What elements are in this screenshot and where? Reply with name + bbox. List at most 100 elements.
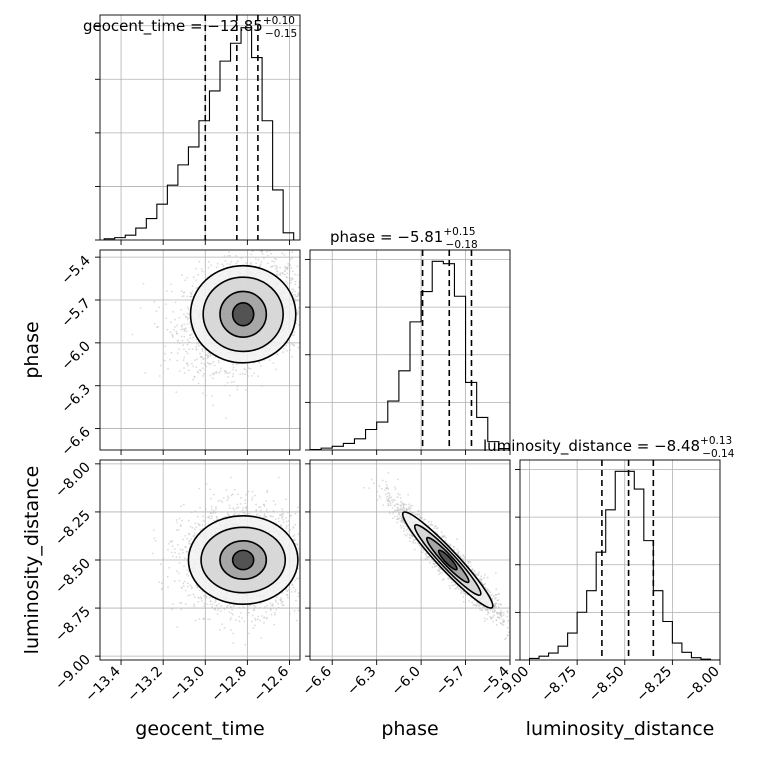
sample-point [314,328,316,330]
sample-point [313,296,315,298]
sample-point [185,315,187,318]
sample-point [223,255,226,257]
sample-point [305,315,307,317]
sample-point [279,600,282,602]
sample-point [274,264,276,267]
sample-point [273,611,276,614]
sample-point [260,260,263,263]
sample-point [269,609,272,612]
sample-point [180,325,183,328]
sample-point [255,509,257,512]
sample-point [318,574,320,576]
sample-point [228,611,231,614]
sample-point [347,551,349,553]
sample-point [292,526,295,528]
sample-point [179,524,182,526]
sample-point [232,373,235,375]
sample-point [248,632,251,635]
sample-point [290,267,293,270]
sample-point [291,343,294,346]
sample-point [313,273,315,275]
sample-point [211,395,214,397]
sample-point [194,522,197,525]
sample-point [192,336,195,339]
sample-point [193,596,196,599]
sample-point [297,533,300,536]
sample-point [205,365,208,367]
sample-point [318,635,320,637]
sample-point [311,287,313,289]
sample-point [318,547,320,549]
sample-point [288,282,291,285]
sample-point [182,359,185,362]
sample-point [197,596,200,599]
sample-point [288,270,291,272]
sample-point [178,556,181,559]
sample-point [312,340,314,342]
sample-point [242,606,245,608]
sample-point [286,590,289,592]
sample-point [259,619,261,622]
sample-point [313,281,315,283]
sample-point [195,366,198,369]
histogram-step [310,260,510,450]
sample-point [282,272,284,275]
sample-point [323,561,325,563]
sample-point [171,334,174,337]
sample-point [296,309,299,312]
sample-point [201,590,204,593]
sample-point [282,512,285,515]
sample-point [224,260,227,262]
sample-point [159,563,162,566]
sample-point [229,235,231,237]
sample-point [282,518,285,521]
sample-point [307,278,309,280]
sample-point [251,614,254,617]
sample-point [253,604,255,607]
sample-point [275,273,278,276]
sample-point [189,295,192,298]
sample-point [303,550,305,552]
sample-point [158,375,161,377]
sample-point [160,582,163,585]
sample-point [301,555,303,557]
sample-point [291,591,293,593]
sample-point [291,291,294,294]
sample-point [186,585,189,588]
sample-point [171,333,173,335]
sample-point [220,605,223,607]
sample-point [180,290,183,293]
sample-point [170,290,173,293]
sample-point [225,417,228,419]
sample-point [193,532,196,535]
sample-point [240,257,243,260]
sample-point [181,587,183,589]
sample-point [204,594,207,596]
sample-point [281,508,284,510]
sample-point [315,299,317,301]
sample-point [169,540,172,543]
sample-point [170,351,173,354]
sample-point [257,615,260,618]
sample-point [297,609,300,612]
sample-point [189,525,192,528]
sample-point [179,370,181,372]
sample-point [312,289,314,291]
sample-point [236,503,239,506]
sample-point [203,602,206,605]
sample-point [233,509,236,511]
sample-point [163,359,166,362]
sample-point [296,265,299,268]
sample-point [176,626,179,628]
sample-point [209,512,212,515]
sample-point [232,507,235,510]
sample-point [292,586,295,589]
sample-point [209,488,212,491]
sample-point [232,642,235,644]
sample-point [286,594,289,597]
sample-point [272,500,275,502]
sample-point [203,358,205,360]
sample-point [183,580,186,583]
sample-point [215,370,218,373]
sample-point [199,355,202,358]
